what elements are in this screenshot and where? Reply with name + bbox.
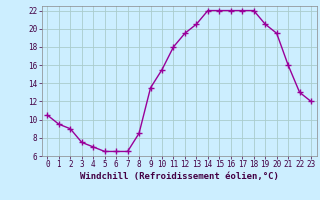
X-axis label: Windchill (Refroidissement éolien,°C): Windchill (Refroidissement éolien,°C) [80,172,279,181]
